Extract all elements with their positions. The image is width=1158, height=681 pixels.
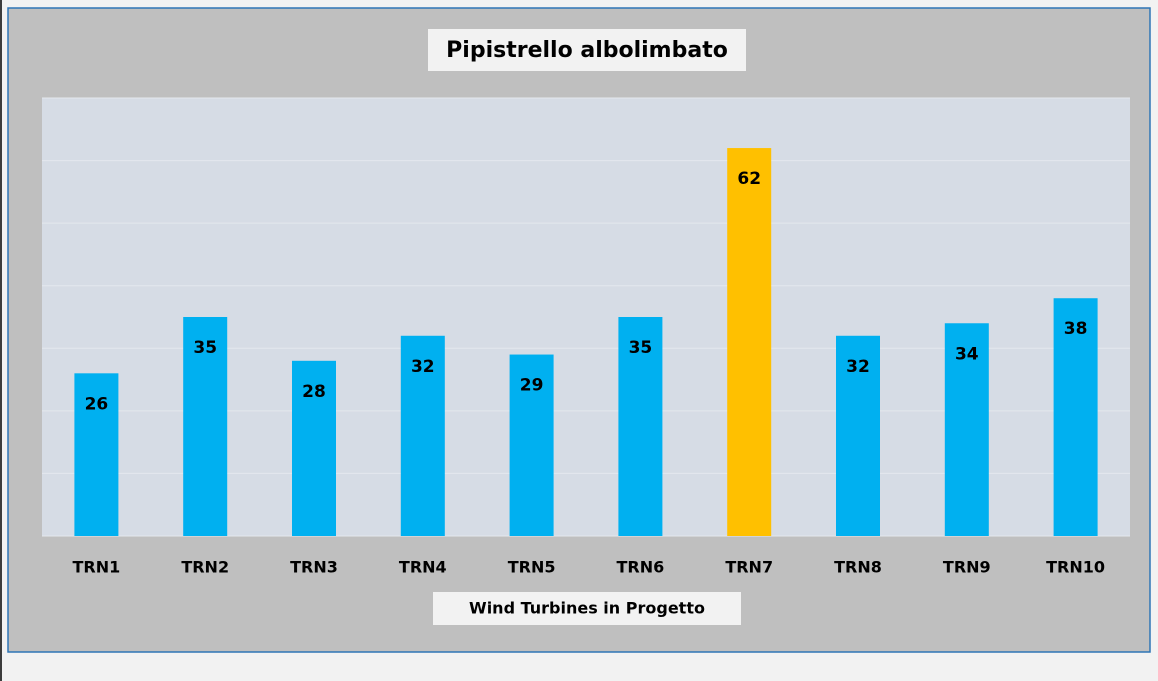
bar xyxy=(74,373,119,536)
x-tick-label: TRN10 xyxy=(1046,558,1105,577)
bar xyxy=(509,354,554,536)
data-label: 26 xyxy=(85,394,109,414)
data-label: 29 xyxy=(520,376,544,396)
x-tick-label: TRN7 xyxy=(725,558,773,577)
x-tick-label: TRN5 xyxy=(508,558,556,577)
data-label: 32 xyxy=(411,357,435,377)
data-label: 32 xyxy=(846,357,870,377)
data-label: 34 xyxy=(955,344,979,364)
data-label: 38 xyxy=(1064,319,1088,339)
data-label: 35 xyxy=(193,338,217,358)
bar xyxy=(836,335,880,536)
x-tick-label: TRN4 xyxy=(399,558,447,577)
bar xyxy=(400,335,445,536)
bar xyxy=(292,360,336,536)
x-tick-label: TRN8 xyxy=(834,558,882,577)
x-tick-label: TRN1 xyxy=(73,558,121,577)
x-tick-label: TRN3 xyxy=(290,558,338,577)
bar xyxy=(618,317,663,536)
bar xyxy=(944,323,989,536)
bar xyxy=(183,317,228,536)
chart-title: Pipistrello albolimbato xyxy=(446,38,728,63)
x-tick-label: TRN2 xyxy=(181,558,229,577)
x-label-box xyxy=(433,592,741,625)
bar xyxy=(1053,298,1098,536)
title-box xyxy=(428,29,746,71)
data-label: 28 xyxy=(302,382,326,402)
bar xyxy=(727,148,772,537)
data-label: 62 xyxy=(737,169,761,189)
x-tick-label: TRN9 xyxy=(943,558,991,577)
data-label: 35 xyxy=(629,338,653,358)
x-tick-label: TRN6 xyxy=(617,558,665,577)
x-axis-label: Wind Turbines in Progetto xyxy=(469,599,705,618)
